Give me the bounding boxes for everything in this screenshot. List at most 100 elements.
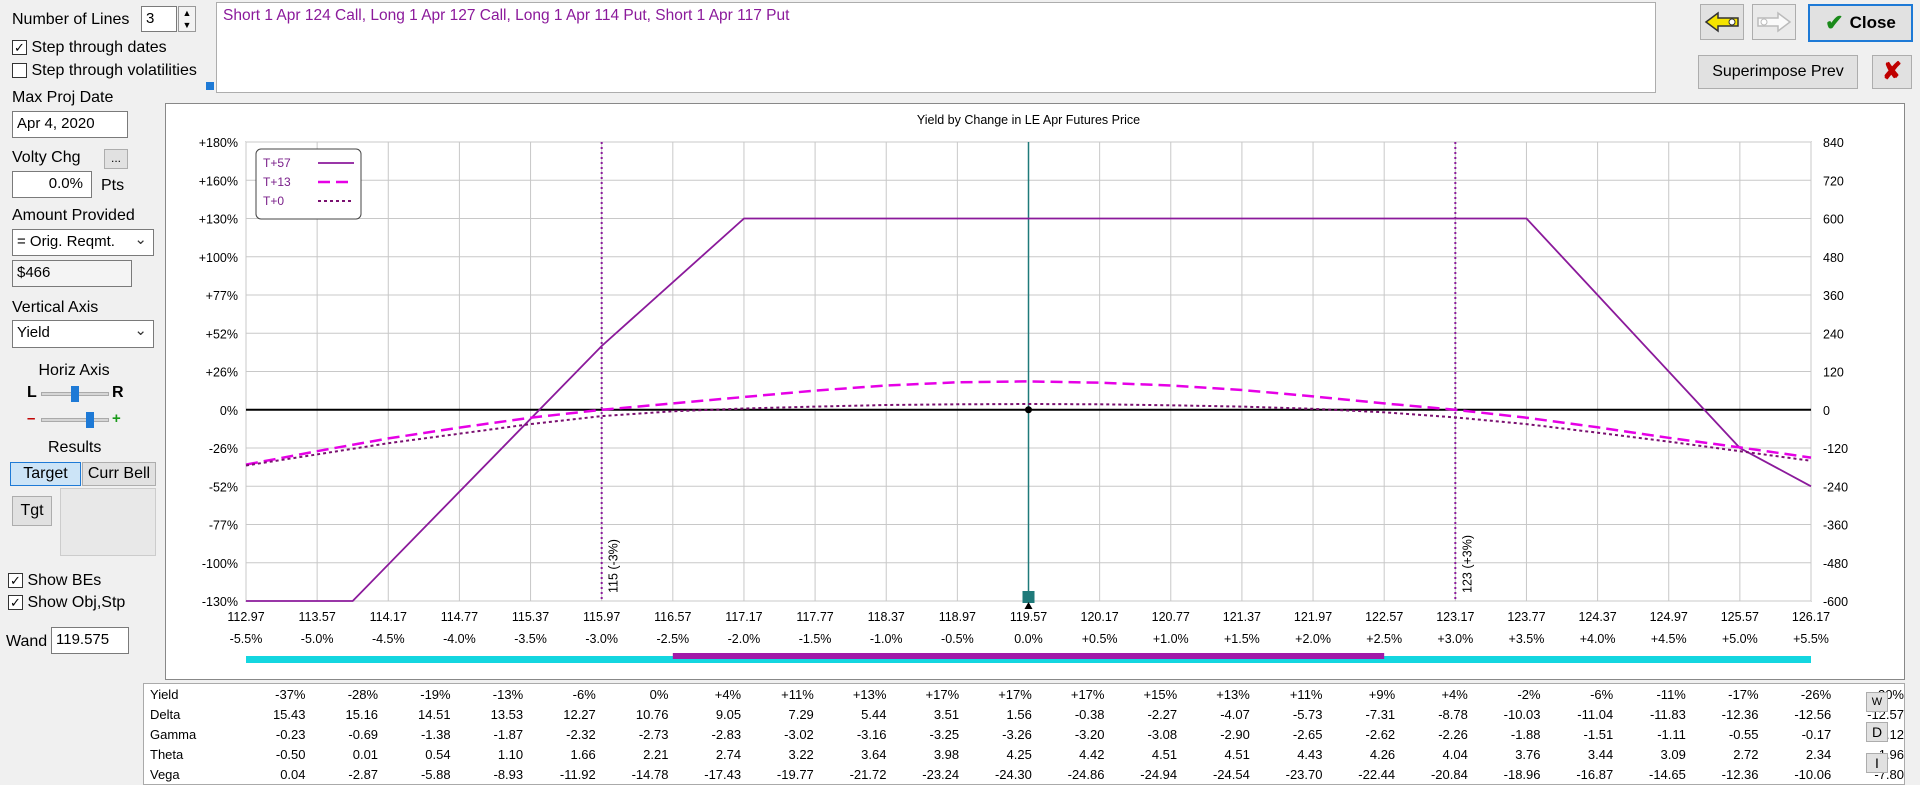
x-tick-label: 116.57 [654, 610, 691, 624]
vertical-axis-select[interactable]: Yield [12, 320, 154, 348]
greeks-cell: -20.84 [1430, 766, 1468, 782]
y-left-tick-label: +130% [199, 213, 238, 227]
greeks-i-button[interactable]: I [1866, 753, 1888, 773]
amount-provided-select[interactable]: = Orig. Reqmt. [12, 229, 154, 256]
greeks-cell: 14.51 [418, 706, 451, 722]
close-label: Close [1849, 13, 1896, 32]
close-button[interactable]: ✔ Close [1808, 4, 1913, 42]
legend-label: T+57 [263, 156, 291, 170]
greeks-cell: -2.90 [1220, 726, 1250, 742]
zoom-slider-thumb[interactable] [86, 412, 94, 428]
step-vols-checkbox[interactable] [12, 63, 27, 79]
curr-bell-tab[interactable]: Curr Bell [82, 462, 156, 486]
vertical-axis-value: Yield [17, 324, 50, 341]
greeks-cell: -24.94 [1140, 766, 1178, 782]
greeks-row-label: Theta [150, 746, 184, 762]
spin-up-icon[interactable]: ▲ [182, 8, 192, 18]
greeks-cell: -6% [1590, 686, 1614, 702]
back-arrow-icon [1704, 11, 1739, 33]
greeks-cell: 3.76 [1515, 746, 1541, 762]
description-resize-handle[interactable] [206, 82, 214, 90]
greeks-cell: -19% [420, 686, 451, 702]
x-tick-label: 124.97 [1650, 610, 1688, 624]
delete-x-icon[interactable]: ✘ [1872, 55, 1912, 89]
forward-arrow-button[interactable] [1752, 4, 1796, 40]
greeks-d-button[interactable]: D [1866, 722, 1888, 742]
greeks-cell: 2.34 [1805, 746, 1832, 762]
legend-label: T+0 [263, 194, 284, 208]
y-right-tick-label: -600 [1823, 595, 1848, 609]
greeks-cell: -11% [1656, 686, 1686, 702]
x-tick-label: 126.17 [1792, 610, 1830, 624]
greeks-cell: -17.43 [704, 766, 742, 782]
x-tick-label: 118.37 [868, 610, 905, 624]
step-dates-label: Step through dates [31, 39, 167, 56]
greeks-cell: +13% [1216, 686, 1250, 702]
greeks-cell: -21.72 [849, 766, 887, 782]
results-label: Results [48, 439, 102, 456]
x-pct-tick-label: +2.0% [1295, 632, 1331, 646]
greeks-cell: -3.26 [1002, 726, 1032, 742]
zoom-slider[interactable] [41, 418, 109, 422]
center-marker [1025, 406, 1032, 414]
greeks-cell: -23.24 [922, 766, 960, 782]
greeks-cell: 13.53 [490, 706, 524, 722]
volty-input[interactable]: 0.0% [12, 171, 92, 198]
greeks-cell: 3.22 [788, 746, 814, 762]
greeks-cell: -5.73 [1292, 706, 1323, 722]
y-left-tick-label: -52% [209, 480, 238, 494]
y-left-tick-label: -77% [209, 519, 238, 533]
zoom-minus-label: – [27, 410, 36, 427]
greeks-row-label: Yield [150, 686, 179, 702]
show-bes-checkbox[interactable] [8, 573, 23, 589]
spin-down-icon[interactable]: ▼ [182, 20, 192, 30]
yield-chart[interactable]: Yield by Change in LE Apr Futures Price 1… [166, 104, 1906, 681]
greeks-cell: 2.74 [715, 746, 742, 762]
greeks-cell: -13% [492, 686, 524, 702]
y-left-tick-label: +180% [199, 136, 238, 150]
back-arrow-button[interactable] [1700, 4, 1744, 40]
greeks-cell: -1.51 [1583, 726, 1614, 742]
greeks-cell: -11.92 [559, 766, 596, 782]
wand-input[interactable]: 119.575 [51, 627, 129, 654]
greeks-cell: 3.44 [1587, 746, 1614, 762]
greeks-cell: -24.54 [1212, 766, 1250, 782]
x-pct-tick-label: -0.5% [941, 632, 974, 646]
greeks-cell: -0.55 [1728, 726, 1759, 742]
greeks-cell: -2.65 [1292, 726, 1323, 742]
show-bes-row[interactable]: Show BEs [8, 572, 101, 590]
show-obj-checkbox[interactable] [8, 595, 23, 611]
x-pct-tick-label: +0.5% [1082, 632, 1118, 646]
position-description[interactable]: Short 1 Apr 124 Call, Long 1 Apr 127 Cal… [216, 2, 1656, 93]
target-tab[interactable]: Target [10, 462, 81, 486]
greeks-cell: -8.93 [493, 766, 524, 782]
volty-more-button[interactable]: ... [104, 149, 128, 169]
wand-pointer-icon [1024, 602, 1033, 609]
number-of-lines-label: Number of Lines [12, 11, 130, 28]
step-vols-row[interactable]: Step through volatilities [12, 62, 197, 80]
show-obj-row[interactable]: Show Obj,Stp [8, 594, 125, 612]
number-of-lines-input[interactable]: 3 [141, 6, 177, 32]
greeks-cell: +17% [998, 686, 1032, 702]
greeks-cell: -0.50 [275, 746, 306, 762]
tgt-button[interactable]: Tgt [12, 496, 52, 526]
greeks-cell: -17% [1728, 686, 1759, 702]
greeks-cell: -3.25 [929, 726, 960, 742]
step-dates-checkbox[interactable] [12, 40, 27, 56]
greeks-cell: 3.98 [933, 746, 960, 762]
horiz-axis-slider-thumb[interactable] [71, 386, 79, 402]
greeks-cell: -23.70 [1285, 766, 1323, 782]
greeks-w-button[interactable]: W [1866, 692, 1888, 712]
number-of-lines-spinner[interactable]: ▲ ▼ [178, 6, 196, 32]
amount-provided-label: Amount Provided [12, 207, 135, 224]
step-dates-row[interactable]: Step through dates [12, 39, 167, 57]
greeks-cell: 4.25 [1006, 746, 1032, 762]
max-proj-date-input[interactable]: Apr 4, 2020 [12, 111, 128, 138]
superimpose-prev-button[interactable]: Superimpose Prev [1698, 55, 1858, 89]
greeks-cell: 4.42 [1079, 746, 1105, 762]
x-pct-tick-label: -2.5% [656, 632, 689, 646]
greeks-cell: +17% [925, 686, 960, 702]
greeks-cell: -22.44 [1358, 766, 1396, 782]
x-tick-label: 120.17 [1081, 610, 1119, 624]
greeks-cell: 1.10 [497, 746, 524, 762]
